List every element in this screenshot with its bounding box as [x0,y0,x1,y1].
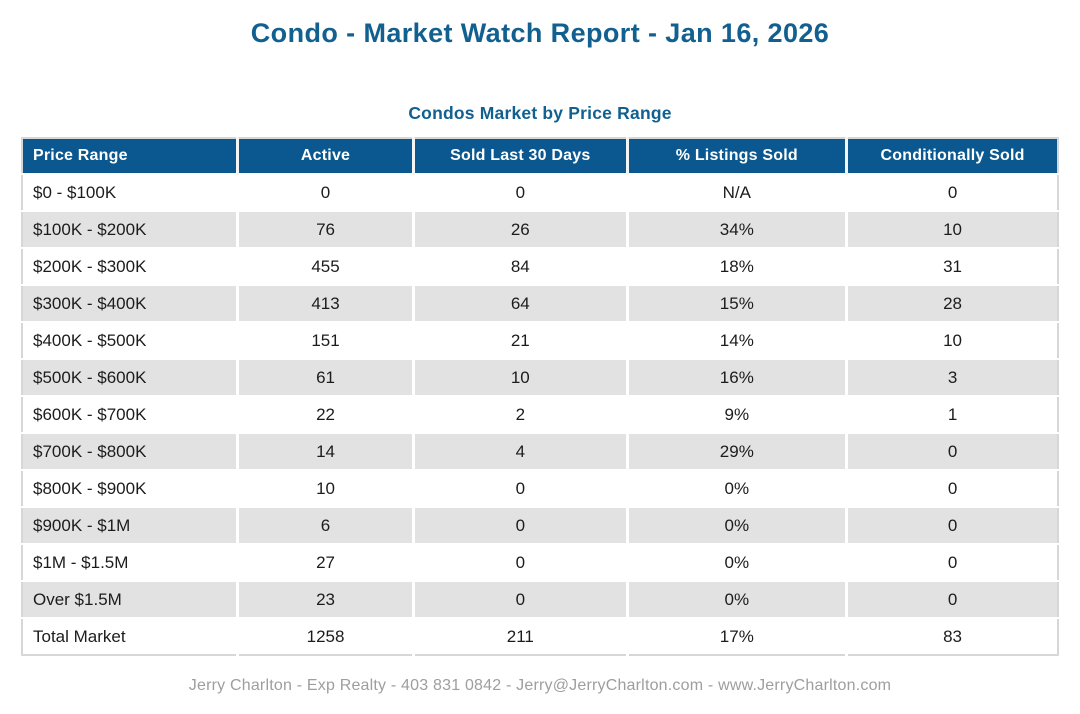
table-row: $600K - $700K 22 2 9% 1 [22,395,1058,433]
value-cell: 10 [845,321,1058,359]
footer-contact-line: Jerry Charlton - Exp Realty - 403 831 08… [188,677,892,694]
value-cell: 0 [412,543,627,581]
price-range-cell: $800K - $900K [22,469,238,507]
table-title: Condos Market by Price Range [408,103,672,123]
value-cell: 84 [412,247,627,285]
table-row: $500K - $600K 61 10 16% 3 [22,358,1058,396]
value-cell: 0 [845,469,1058,507]
value-cell: 64 [412,284,627,322]
table-header-row: Price Range Active Sold Last 30 Days% List… [22,138,1058,174]
value-cell: 0 [845,580,1058,618]
table-row: $900K - $1M 6 0 0% 0 [22,506,1058,544]
column-header: Price Range [22,138,238,174]
value-cell: 3 [845,358,1058,396]
table-body: $0 - $100K 0 0 N/A 0 $100K - $200K 76 26 34% 10 $2… [22,173,1058,655]
value-cell: 27 [235,543,414,581]
value-cell: 0% [625,580,847,618]
table-row: Over $1.5M 23 0 0% 0 [22,580,1058,618]
value-cell: 0% [625,469,847,507]
value-cell: 10 [845,210,1058,248]
price-range-cell: $900K - $1M [22,506,238,544]
value-cell: 15% [625,284,847,322]
table-row: $300K - $400K 413 64 15% 28 [22,284,1058,322]
value-cell: N/A [625,173,847,211]
market-watch-table: Price Range Active Sold Last 30 Days% List… [21,137,1059,656]
value-cell: 151 [235,321,414,359]
table-row: $0 - $100K 0 0 N/A 0 [22,173,1058,211]
table-row: $100K - $200K 76 26 34% 10 [22,210,1058,248]
value-cell: 0 [845,432,1058,470]
column-header: Active [235,138,414,174]
price-range-cell: $1M - $1.5M [22,543,238,581]
value-cell: 17% [625,617,847,655]
value-cell: 0 [412,506,627,544]
value-cell: 18% [625,247,847,285]
value-cell: 0 [235,173,414,211]
price-range-cell: $400K - $500K [22,321,238,359]
price-range-cell: $300K - $400K [22,284,238,322]
value-cell: 29% [625,432,847,470]
value-cell: 0 [845,543,1058,581]
table-header: Price Range Active Sold Last 30 Days% List… [22,138,1058,174]
value-cell: 21 [412,321,627,359]
table-row: $400K - $500K 151 21 14% 10 [22,321,1058,359]
table-row: $800K - $900K 10 0 0% 0 [22,469,1058,507]
column-header: Conditionally Sold [845,138,1058,174]
value-cell: 76 [235,210,414,248]
value-cell: 61 [235,358,414,396]
value-cell: 0 [412,173,627,211]
price-range-cell: $700K - $800K [22,432,238,470]
value-cell: 23 [235,580,414,618]
value-cell: 14% [625,321,847,359]
value-cell: 413 [235,284,414,322]
value-cell: 83 [845,617,1058,655]
value-cell: 1 [845,395,1058,433]
value-cell: 0 [412,580,627,618]
value-cell: 0 [845,173,1058,211]
price-range-cell: $600K - $700K [22,395,238,433]
report-page: Condo - Market Watch Report - Jan 16, 20… [0,15,1080,714]
value-cell: 2 [412,395,627,433]
value-cell: 1258 [235,617,414,655]
table-row: $700K - $800K 14 4 29% 0 [22,432,1058,470]
value-cell: 14 [235,432,414,470]
value-cell: 211 [412,617,627,655]
table-row: $1M - $1.5M 27 0 0% 0 [22,543,1058,581]
value-cell: 26 [412,210,627,248]
value-cell: 10 [412,358,627,396]
page-title: Condo - Market Watch Report - Jan 16, 20… [250,18,830,48]
value-cell: 4 [412,432,627,470]
value-cell: 34% [625,210,847,248]
value-cell: 9% [625,395,847,433]
value-cell: 16% [625,358,847,396]
value-cell: 6 [235,506,414,544]
value-cell: 0% [625,506,847,544]
table-row: Total Market 1258 211 17% 83 [22,617,1058,655]
value-cell: 22 [235,395,414,433]
value-cell: 0 [845,506,1058,544]
price-range-cell: $500K - $600K [22,358,238,396]
column-header: Sold Last 30 Days [412,138,627,174]
price-range-cell: Over $1.5M [22,580,238,618]
table-row: $200K - $300K 455 84 18% 31 [22,247,1058,285]
value-cell: 28 [845,284,1058,322]
value-cell: 31 [845,247,1058,285]
column-header: % Listings Sold [625,138,847,174]
value-cell: 0 [412,469,627,507]
value-cell: 0% [625,543,847,581]
value-cell: 455 [235,247,414,285]
price-range-cell: $200K - $300K [22,247,238,285]
price-range-cell: $100K - $200K [22,210,238,248]
price-range-cell: Total Market [22,617,238,655]
value-cell: 10 [235,469,414,507]
price-range-cell: $0 - $100K [22,173,238,211]
